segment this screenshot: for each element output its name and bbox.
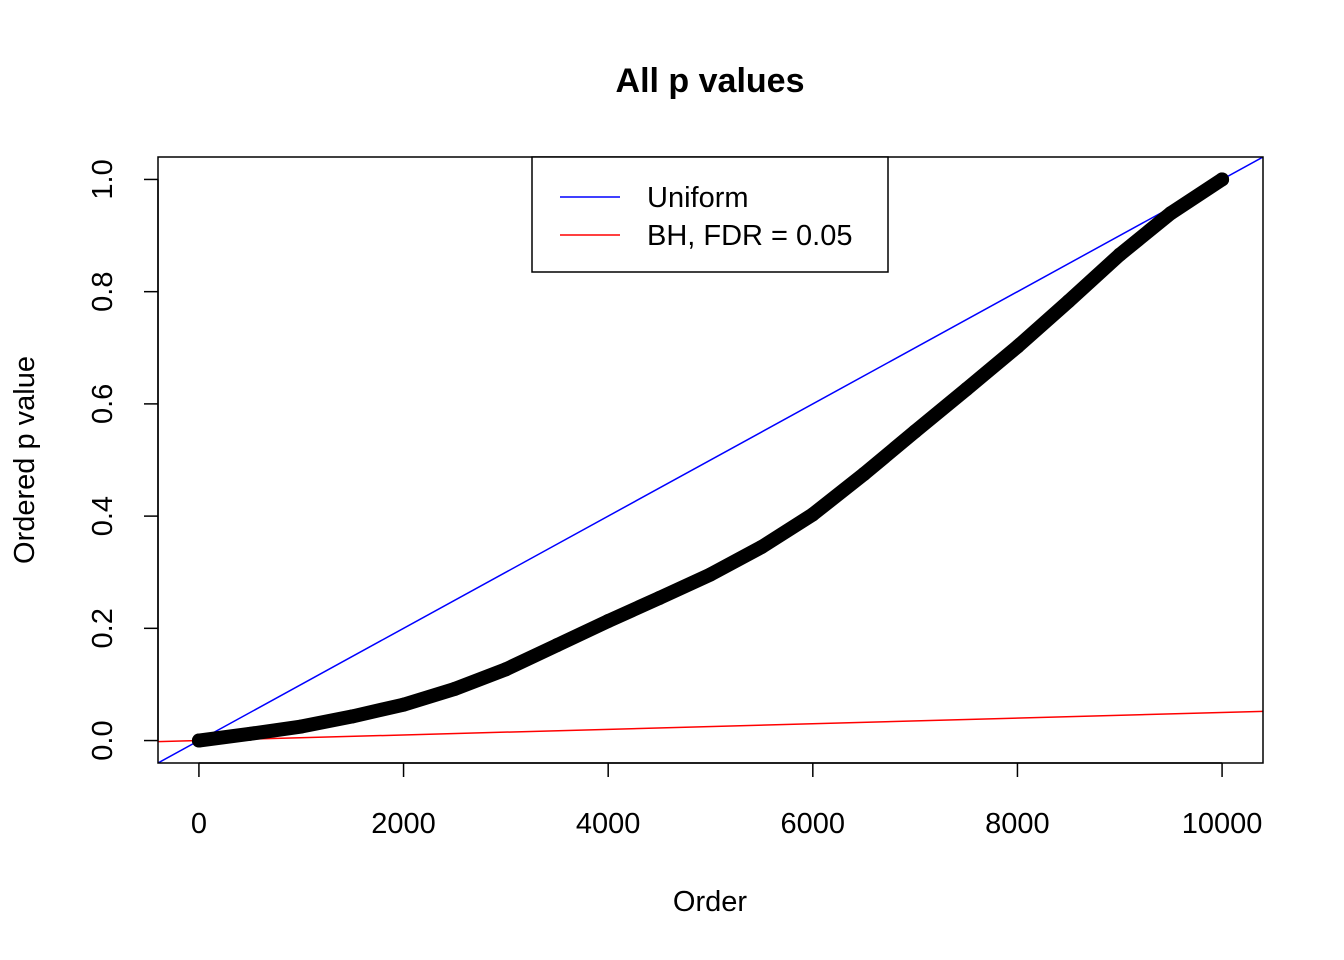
legend-uniform-label: Uniform — [647, 182, 749, 214]
y-tick-label: 0.6 — [87, 384, 119, 424]
data-point — [345, 709, 360, 724]
data-point — [294, 719, 309, 734]
data-point — [498, 662, 513, 677]
data-point — [396, 697, 411, 712]
data-point — [959, 382, 974, 397]
x-tick-label: 8000 — [985, 808, 1050, 840]
data-point — [1061, 294, 1076, 309]
uniform-line — [158, 157, 1263, 763]
x-axis-label: Order — [673, 886, 747, 918]
legend-box — [531, 156, 889, 273]
x-tick-label: 0 — [191, 808, 207, 840]
chart-title: All p values — [616, 62, 805, 100]
legend-bh-label: BH, FDR = 0.05 — [647, 220, 853, 252]
y-tick-label: 0.8 — [87, 272, 119, 312]
bh-line — [158, 710, 1263, 743]
data-point — [243, 726, 258, 741]
data-point — [652, 591, 667, 606]
data-point — [601, 614, 616, 629]
data-point — [908, 424, 923, 439]
data-point — [754, 539, 769, 554]
data-point — [1215, 172, 1230, 187]
data-point — [703, 567, 718, 582]
data-point — [805, 507, 820, 522]
legend: Uniform BH, FDR = 0.05 — [531, 156, 889, 273]
data-point — [550, 638, 565, 653]
data-point — [447, 681, 462, 696]
x-tick-label: 4000 — [576, 808, 641, 840]
y-tick-label: 0.0 — [87, 720, 119, 760]
x-tick-label: 2000 — [371, 808, 436, 840]
x-tick-label: 10000 — [1182, 808, 1263, 840]
y-axis-label: Ordered p value — [9, 356, 41, 564]
y-tick-label: 1.0 — [87, 159, 119, 199]
data-point — [1010, 339, 1025, 354]
data-point — [191, 733, 206, 748]
data-point — [856, 467, 871, 482]
data-point — [1163, 206, 1178, 221]
data-point — [1112, 247, 1127, 262]
x-tick-label: 6000 — [781, 808, 846, 840]
y-tick-label: 0.2 — [87, 608, 119, 648]
y-tick-label: 0.4 — [87, 496, 119, 536]
